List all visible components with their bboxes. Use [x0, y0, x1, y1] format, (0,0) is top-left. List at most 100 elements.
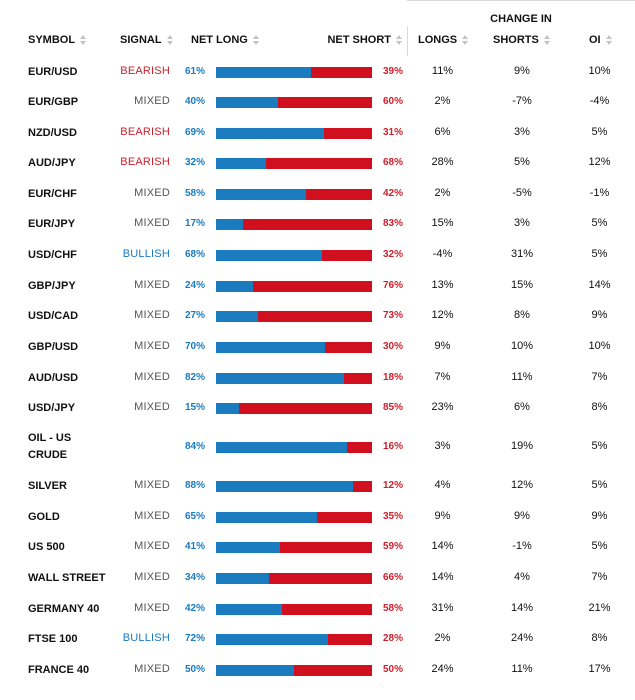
row-net-long: 34% — [184, 572, 205, 583]
row-net-long: 17% — [184, 218, 205, 229]
row-change-oi: 9% — [591, 510, 608, 522]
row-symbol[interactable]: GERMANY 40 — [28, 603, 100, 615]
row-symbol[interactable]: WALL STREET — [28, 572, 106, 584]
sort-icon[interactable] — [462, 34, 469, 46]
row-change-oi: 5% — [591, 126, 608, 138]
row-symbol[interactable]: GBP/USD — [28, 341, 79, 353]
net-long-fill — [216, 189, 307, 200]
row-symbol[interactable]: AUD/JPY — [28, 157, 76, 169]
sentiment-bar — [216, 373, 372, 384]
net-short-fill — [294, 665, 372, 676]
column-symbol-header[interactable]: SYMBOL — [28, 34, 108, 46]
row-signal: MIXED — [134, 540, 170, 552]
row-change-oi: 21% — [588, 602, 611, 614]
row-signal: MIXED — [134, 217, 170, 229]
row-change-longs: 2% — [434, 95, 451, 107]
row-net-long: 58% — [184, 188, 205, 199]
row-symbol[interactable]: USD/JPY — [28, 402, 76, 414]
net-short-fill — [317, 512, 372, 523]
row-net-short: 58% — [382, 603, 403, 614]
row-change-oi: 14% — [588, 279, 611, 291]
row-net-long: 15% — [184, 402, 205, 413]
row-symbol[interactable]: FTSE 100 — [28, 633, 78, 645]
net-short-fill — [242, 219, 372, 230]
sort-icon[interactable] — [605, 34, 613, 46]
column-signal-label: SIGNAL — [120, 34, 162, 46]
net-short-fill — [253, 281, 372, 292]
row-net-long: 24% — [184, 280, 205, 291]
row-symbol[interactable]: EUR/USD — [28, 66, 78, 78]
row-change-longs: 23% — [431, 401, 454, 413]
column-oi-header[interactable]: OI — [589, 34, 629, 46]
sort-icon[interactable] — [252, 34, 260, 46]
row-signal: MIXED — [134, 663, 170, 675]
row-net-long: 88% — [184, 480, 205, 491]
row-net-long: 84% — [184, 441, 205, 452]
row-net-long: 32% — [184, 157, 205, 168]
row-net-long: 50% — [184, 664, 205, 675]
row-symbol[interactable]: USD/CHF — [28, 249, 77, 261]
column-symbol-label: SYMBOL — [28, 34, 76, 46]
row-change-longs: 14% — [431, 571, 454, 583]
row-net-short: 42% — [382, 188, 403, 199]
row-change-shorts: 11% — [511, 371, 533, 383]
row-symbol[interactable]: EUR/JPY — [28, 218, 76, 230]
row-symbol[interactable]: EUR/GBP — [28, 96, 79, 108]
net-short-fill — [323, 128, 372, 139]
row-change-longs: 9% — [434, 340, 451, 352]
row-symbol[interactable]: OIL - US CRUDE — [28, 432, 72, 461]
row-net-short: 39% — [382, 66, 403, 77]
net-short-fill — [239, 403, 372, 414]
row-change-shorts: 31% — [510, 248, 534, 260]
sentiment-bar — [216, 219, 372, 230]
row-change-oi: 8% — [591, 632, 608, 644]
row-symbol[interactable]: US 500 — [28, 541, 65, 553]
net-long-fill — [216, 665, 294, 676]
net-long-fill — [216, 311, 259, 322]
row-change-oi: 5% — [591, 440, 608, 452]
row-change-oi: 12% — [588, 156, 611, 168]
row-change-shorts: 11% — [511, 663, 533, 675]
sentiment-bar — [216, 342, 372, 353]
net-long-fill — [216, 97, 279, 108]
row-symbol[interactable]: NZD/USD — [28, 127, 77, 139]
row-symbol[interactable]: USD/CAD — [28, 310, 79, 322]
column-shorts-header[interactable]: SHORTS — [493, 34, 563, 46]
row-net-long: 72% — [184, 633, 205, 644]
sort-icon[interactable] — [166, 34, 174, 46]
row-change-longs: 6% — [434, 126, 451, 138]
row-change-longs: 13% — [431, 279, 454, 291]
row-net-long: 68% — [184, 249, 205, 260]
row-net-long: 40% — [184, 96, 205, 107]
net-long-fill — [216, 219, 243, 230]
row-net-long: 82% — [184, 372, 205, 383]
sentiment-bar — [216, 128, 372, 139]
sort-icon[interactable] — [543, 34, 551, 46]
table-header: CHANGE IN SYMBOL SIGNAL NET LONG NET SHO… — [0, 0, 635, 58]
row-net-short: 66% — [382, 572, 403, 583]
net-long-fill — [216, 373, 344, 384]
row-symbol[interactable]: FRANCE 40 — [28, 664, 90, 676]
row-change-shorts: -7% — [512, 95, 532, 107]
column-net-short-header[interactable]: NET SHORT — [300, 34, 403, 46]
net-short-fill — [353, 481, 372, 492]
row-symbol[interactable]: EUR/CHF — [28, 188, 77, 200]
sort-icon[interactable] — [396, 34, 403, 46]
row-symbol[interactable]: GBP/JPY — [28, 280, 76, 292]
row-symbol[interactable]: SILVER — [28, 480, 67, 492]
column-longs-header[interactable]: LONGS — [418, 34, 488, 46]
sort-icon[interactable] — [80, 34, 87, 46]
row-symbol[interactable]: AUD/USD — [28, 372, 79, 384]
net-long-fill — [216, 67, 312, 78]
net-long-fill — [216, 604, 282, 615]
sentiment-bar — [216, 442, 372, 453]
row-signal: MIXED — [134, 479, 170, 491]
row-net-long: 42% — [184, 603, 205, 614]
row-net-short: 16% — [382, 441, 403, 452]
net-short-fill — [281, 604, 372, 615]
column-net-long-header[interactable]: NET LONG — [191, 34, 271, 46]
row-net-long: 70% — [184, 341, 205, 352]
row-symbol[interactable]: GOLD — [28, 511, 60, 523]
net-short-fill — [328, 634, 372, 645]
column-signal-header[interactable]: SIGNAL — [120, 34, 190, 46]
